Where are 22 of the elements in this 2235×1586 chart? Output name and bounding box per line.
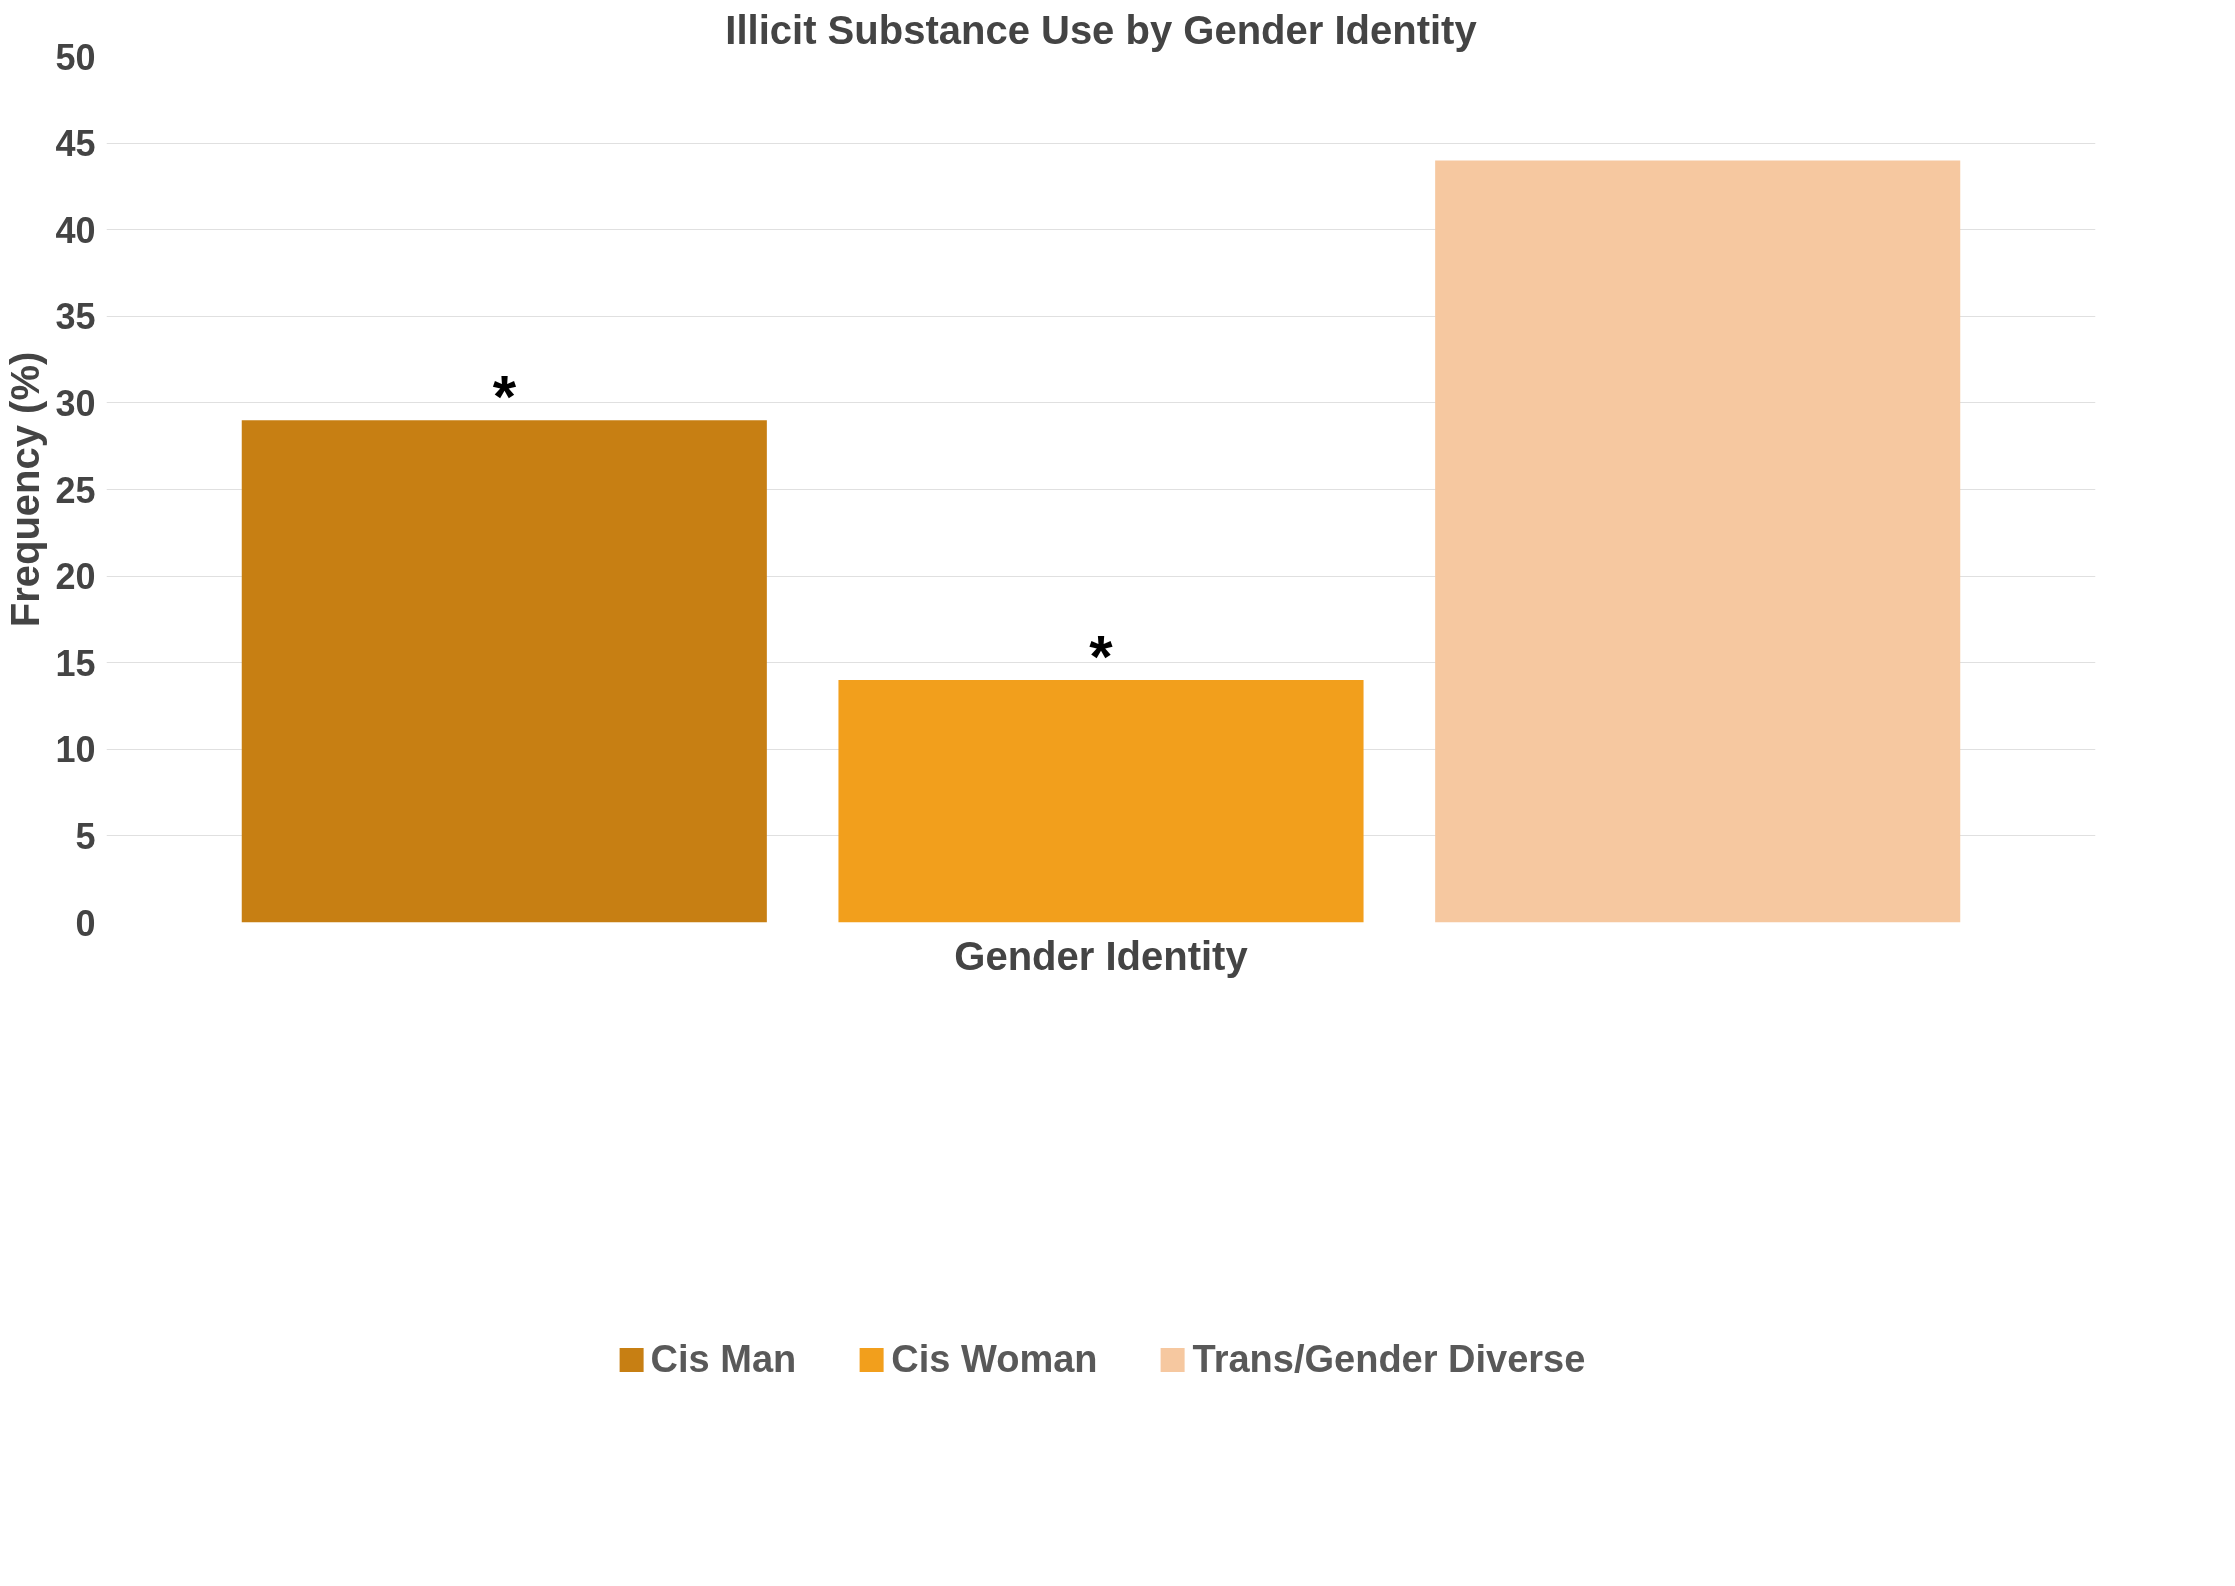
- bar: [838, 680, 1364, 923]
- y-tick-label: 5: [75, 815, 96, 857]
- chart-title: Illicit Substance Use by Gender Identity: [725, 7, 1478, 52]
- y-tick-label: 50: [55, 36, 96, 78]
- y-tick-label: 40: [55, 209, 96, 251]
- y-tick-label: 10: [55, 729, 96, 771]
- legend-label: Cis Man: [650, 1337, 797, 1381]
- y-tick-label: 20: [55, 556, 96, 598]
- x-axis-title: Gender Identity: [954, 933, 1249, 978]
- legend-label: Trans/Gender Diverse: [1192, 1337, 1586, 1381]
- y-tick-label: 30: [55, 382, 96, 424]
- y-tick-label: 25: [55, 469, 96, 511]
- annotation: *: [1089, 623, 1114, 691]
- y-tick-label: 35: [55, 296, 96, 338]
- y-tick-label: 0: [75, 902, 96, 944]
- y-tick-label: 45: [55, 123, 96, 165]
- annotation: *: [492, 363, 517, 431]
- legend-label: Cis Woman: [891, 1337, 1098, 1381]
- y-axis-title: Frequency (%): [3, 351, 48, 628]
- y-tick-label: 15: [55, 642, 96, 684]
- bar: [1435, 160, 1961, 923]
- bar: [241, 420, 767, 923]
